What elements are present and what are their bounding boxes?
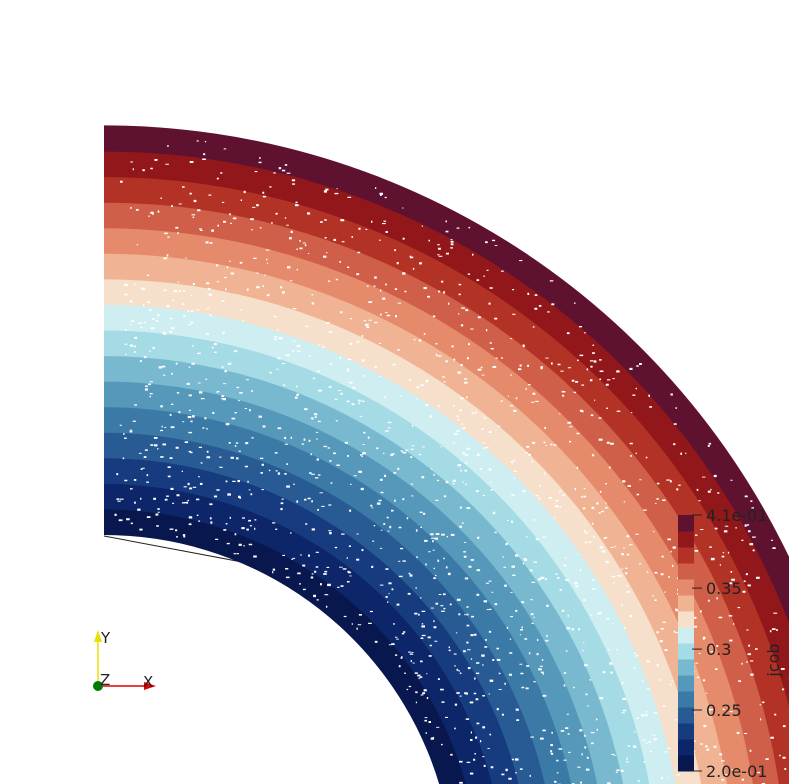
colorbar-swatch (678, 739, 694, 756)
colorbar-tick-label: 2.0e-01 (706, 762, 767, 781)
colorbar-swatches (678, 515, 694, 772)
colorbar-swatch (678, 579, 694, 596)
colorbar-tick-label: 0.3 (706, 640, 731, 659)
colorbar-tick-label: 4.1e-01 (706, 506, 767, 525)
colorbar-swatch (678, 675, 694, 692)
contour-band (104, 227, 754, 784)
colorbar-swatch (678, 723, 694, 740)
contour-band (104, 278, 702, 784)
colorbar-swatch (678, 515, 694, 532)
contour-band (104, 253, 728, 784)
contour-band (104, 432, 546, 784)
colorbar-swatch (678, 659, 694, 676)
contour-band (104, 483, 493, 784)
z-axis-label: Z (100, 671, 110, 689)
colorbar-tick-label: 0.35 (706, 579, 742, 598)
colorbar-tick-label: 0.25 (706, 701, 742, 720)
contour-band (104, 508, 467, 784)
contour-band (104, 355, 624, 784)
colorbar-swatch (678, 595, 694, 612)
colorbar-swatch (678, 707, 694, 724)
colorbar-swatch (678, 611, 694, 628)
y-axis-label: Y (100, 629, 111, 647)
colorbar-title: jcob (764, 643, 783, 677)
contour-band (104, 304, 676, 784)
y-axis-arrow-icon (94, 630, 102, 642)
colorbar-swatch (678, 755, 694, 772)
colorbar-swatch (678, 627, 694, 644)
colorbar-swatch (678, 643, 694, 660)
colorbar-swatch (678, 531, 694, 548)
colorbar-swatch (678, 547, 694, 564)
x-axis-label: X (143, 673, 153, 691)
contour-band (104, 457, 520, 784)
x-axis-arrow-icon (144, 682, 156, 690)
contour-band (104, 202, 780, 784)
contour-bands (104, 125, 789, 784)
contour-band (104, 329, 650, 784)
z-axis-dot-icon (93, 681, 103, 691)
contour-band (104, 381, 598, 784)
colorbar-swatch (678, 563, 694, 580)
colorbar-ticks: 4.1e-01 0.35 0.3 0.25 2.0e-01 (692, 506, 767, 781)
colorbar-swatch (678, 691, 694, 708)
